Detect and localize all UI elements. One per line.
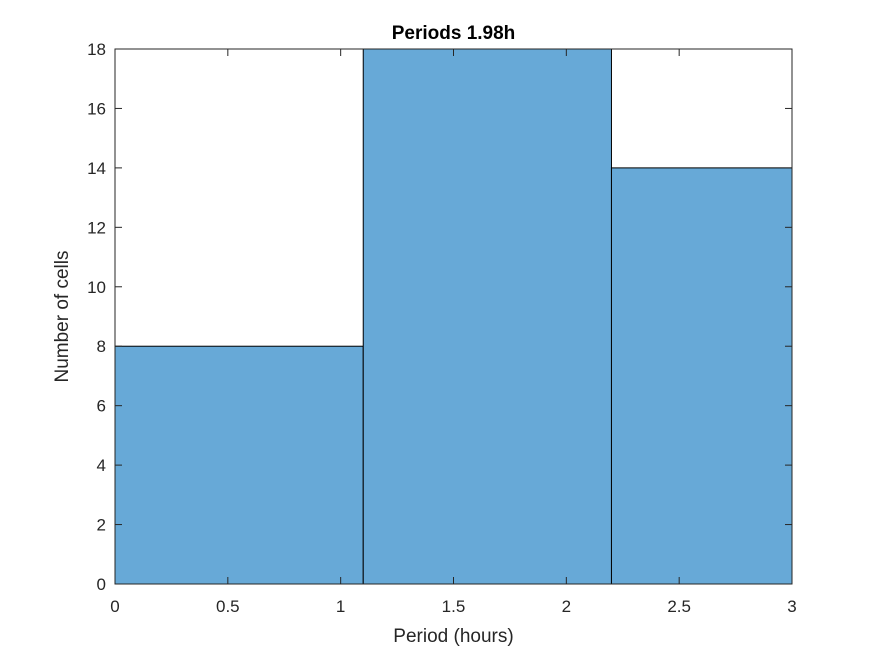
x-ticks-group: 0 0.5 1 1.5 2 2.5 3 — [110, 49, 797, 616]
histogram-bar-3 — [610, 167, 793, 585]
y-tick-label: 16 — [87, 99, 106, 118]
chart-title: Periods 1.98h — [392, 23, 516, 44]
histogram-bar-2 — [362, 48, 612, 585]
x-tick-label: 1.5 — [442, 597, 466, 616]
x-tick-label: 0.5 — [216, 597, 240, 616]
y-axis-title: Number of cells — [52, 251, 73, 383]
x-tick-label: 2.5 — [667, 597, 691, 616]
x-tick-label: 1 — [336, 597, 345, 616]
x-axis-title: Period (hours) — [393, 626, 513, 647]
y-tick-label: 2 — [97, 516, 106, 535]
histogram-bar-1 — [114, 345, 364, 585]
x-tick-label: 3 — [787, 597, 796, 616]
x-tick-label: 2 — [562, 597, 571, 616]
y-tick-label: 14 — [87, 159, 106, 178]
y-tick-label: 4 — [97, 456, 106, 475]
y-tick-label: 0 — [97, 575, 106, 594]
y-tick-label: 12 — [87, 218, 106, 237]
y-tick-label: 8 — [97, 337, 106, 356]
y-ticks-group: 0 2 4 6 8 10 12 14 16 18 — [87, 40, 792, 594]
y-tick-label: 18 — [87, 40, 106, 59]
bars-group — [114, 48, 793, 585]
x-tick-label: 0 — [110, 597, 119, 616]
y-tick-label: 6 — [97, 397, 106, 416]
y-tick-label: 10 — [87, 278, 106, 297]
